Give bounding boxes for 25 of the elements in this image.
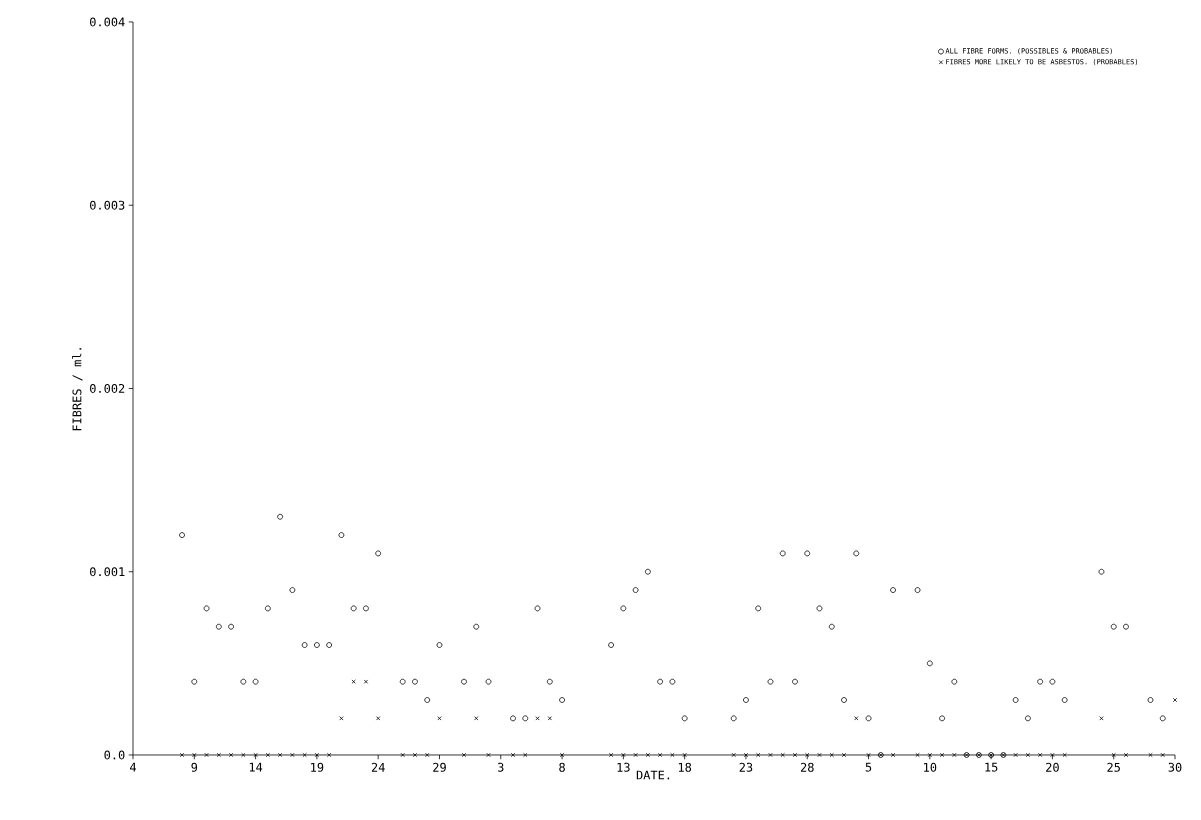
x-axis-title: DATE.	[636, 770, 670, 780]
x-tick-label: 8	[559, 762, 565, 772]
x-tick-label: 19	[311, 762, 324, 772]
y-tick-label: 0.003	[90, 200, 125, 210]
y-tick-label: 0.004	[90, 17, 125, 27]
x-tick-label: 9	[191, 762, 198, 772]
x-tick-label: 3	[497, 762, 504, 772]
x-tick-label: 15	[985, 762, 998, 772]
x-tick-label: 23	[739, 762, 753, 772]
y-tick-label: 0.0	[104, 750, 125, 760]
x-tick-label: 10	[924, 762, 937, 772]
x-tick-label: 5	[865, 762, 872, 772]
y-tick-label: 0.001	[90, 567, 125, 577]
x-tick-label: 30	[1168, 762, 1182, 772]
x-tick-label: 13	[617, 762, 630, 772]
x-tick-label: 18	[678, 762, 692, 772]
x-tick-label: 4	[130, 762, 137, 772]
y-tick-label: 0.002	[90, 383, 125, 394]
x-tick-label: 25	[1107, 762, 1120, 772]
x-tick-label: 28	[800, 762, 814, 772]
x-tick-label: 29	[433, 762, 446, 772]
y-axis-title: FIBRES / ml.	[72, 348, 83, 431]
x-tick-label: 14	[249, 762, 263, 772]
x-tick-label: 20	[1046, 762, 1059, 772]
x-tick-label: 24	[371, 762, 385, 772]
